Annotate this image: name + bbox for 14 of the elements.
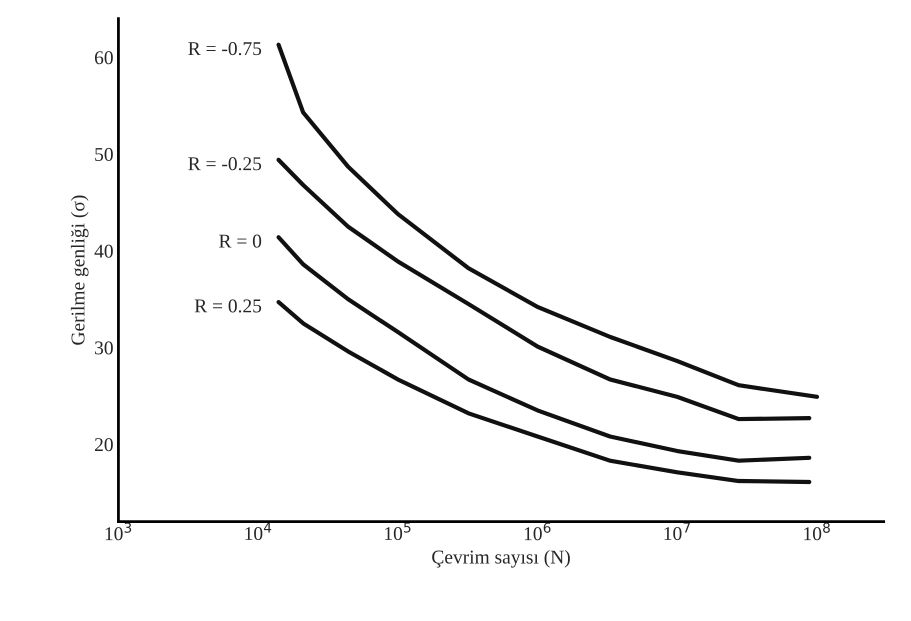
series-label: R = 0	[219, 234, 262, 248]
x-tick-label: 10$^{6}$	[524, 522, 551, 540]
x-axis-title: Çevrim sayısı (N)	[432, 550, 570, 568]
series-label: R = -0.75	[188, 42, 262, 56]
y-tick-label: 60	[94, 51, 113, 64]
y-tick-label: 30	[95, 341, 113, 354]
y-tick-label: 40	[94, 244, 113, 258]
series-label: R = -0.25	[188, 157, 262, 170]
y-tick-label: 50	[95, 148, 113, 161]
x-tick-label: 10$^{8}$	[804, 522, 830, 540]
x-tick-label: 10$^{4}$	[245, 522, 272, 540]
y-tick-label: 20	[94, 438, 113, 452]
series-label: R = 0.25	[194, 299, 262, 313]
y-axis-title: Gerilme genliği (σ)	[70, 196, 89, 345]
